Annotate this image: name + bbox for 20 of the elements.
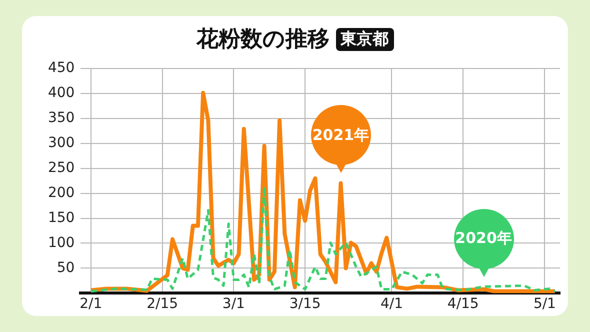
x-tick-label: 2/1: [80, 296, 102, 312]
annotation: 2020年: [455, 229, 512, 248]
y-tick-label: 200: [48, 184, 75, 201]
y-tick-label: 150: [48, 210, 75, 226]
y-tick-label: 250: [48, 160, 75, 176]
y-tick-label: 350: [48, 110, 75, 126]
x-tick-label: 4/1: [380, 296, 404, 312]
chart-title: 花粉数の推移: [196, 26, 330, 54]
y-tick-label: 300: [48, 134, 75, 151]
chart-subtitle: 東京都: [336, 28, 394, 50]
x-tick-label: 5/1: [533, 296, 556, 312]
x-tick-label: 3/15: [289, 296, 321, 312]
y-tick-label: 100: [48, 234, 75, 251]
x-tick-label: 2/15: [146, 296, 178, 312]
y-tick-label: 450: [48, 60, 75, 76]
y-tick-label: 400: [48, 85, 75, 102]
x-tick-label: 3/1: [222, 296, 245, 312]
y-tick-label: 50: [56, 260, 75, 276]
x-tick-label: 4/15: [447, 296, 479, 312]
annotation: 2021年: [312, 126, 370, 145]
